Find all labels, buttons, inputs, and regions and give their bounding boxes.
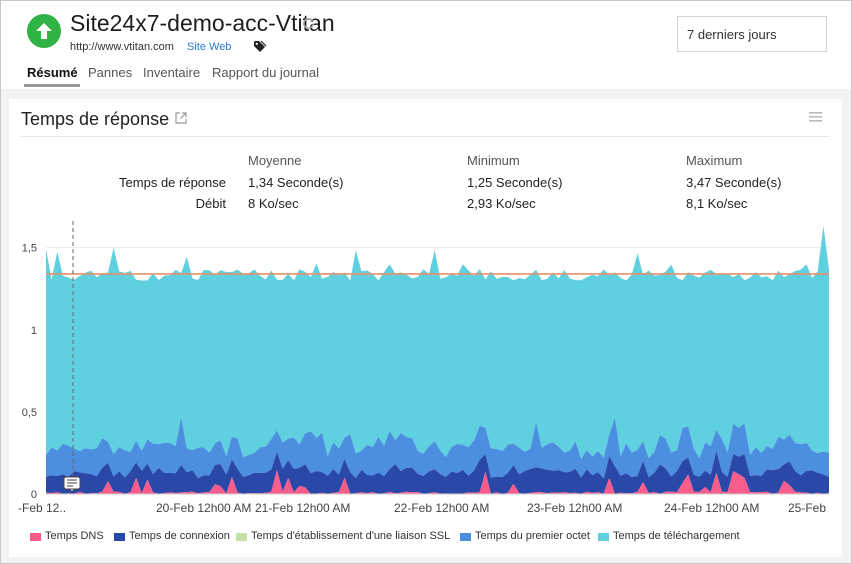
legend-label: Temps de connexion [129, 530, 230, 542]
stat-header: Maximum [686, 153, 743, 168]
refresh-icon[interactable] [301, 16, 316, 31]
legend-label: Temps de téléchargement [613, 530, 740, 542]
monitor-type-link[interactable]: Site Web [187, 41, 232, 53]
stat-header: Minimum [467, 153, 520, 168]
tag-icon[interactable] [253, 39, 267, 53]
status-up-icon [27, 14, 61, 48]
x-tick-label: 20-Feb 12h00 AM [156, 501, 251, 515]
y-tick-label: 0,5 [22, 407, 37, 419]
stats-table: Moyenne Minimum Maximum Temps de réponse 1,3… [9, 99, 842, 219]
x-tick-label: 21-Feb 12h00 AM [255, 501, 350, 515]
tab-1[interactable]: Pannes [88, 65, 133, 80]
legend-label: Temps d'établissement d'une liaison SSL [251, 530, 451, 542]
series-area-download [46, 226, 829, 460]
stat-value: 3,47 Seconde(s) [686, 175, 782, 190]
stat-row-label: Débit [195, 196, 226, 211]
stat-value: 8,1 Ko/sec [686, 196, 748, 211]
x-tick-label: 25-Feb [788, 501, 826, 515]
series-area-first-byte [46, 417, 829, 479]
x-tick-label: 22-Feb 12h00 AM [394, 501, 489, 515]
stat-value: 2,93 Ko/sec [467, 196, 536, 211]
stat-value: 1,25 Seconde(s) [467, 175, 563, 190]
period-select[interactable]: 7 derniers jours [677, 16, 827, 52]
tab-3[interactable]: Rapport du journal [212, 65, 319, 80]
x-tick-label: 24-Feb 12h00 AM [664, 501, 759, 515]
panel-title: Temps de réponse [21, 109, 170, 129]
response-time-panel: Temps de réponse Moyenne Minimum Maximum Te… [9, 99, 842, 557]
stat-value: 1,34 Seconde(s) [248, 175, 344, 190]
active-tab-indicator [24, 84, 80, 87]
monitor-header: Site24x7-demo-acc-Vtitan http://www.vtit… [1, 1, 851, 89]
y-tick-label: 1,5 [22, 243, 37, 255]
x-tick-label: -Feb 12.. [18, 501, 66, 515]
response-time-chart: 0 0,5 1 1,5 -Feb 12.. 20-Feb 12h00 AM 21-Feb 1… [18, 221, 829, 515]
x-tick-label: 23-Feb 12h00 AM [527, 501, 622, 515]
y-tick-label: 0 [31, 489, 37, 501]
monitor-url[interactable]: http://www.vtitan.com [70, 41, 174, 53]
legend-label: Temps du premier octet [475, 530, 590, 542]
legend-swatch [236, 533, 247, 541]
legend-swatch [460, 533, 471, 541]
panel-divider [21, 136, 829, 137]
tab-2[interactable]: Inventaire [143, 65, 201, 80]
legend-swatch [598, 533, 609, 541]
series-area-connection [46, 450, 829, 494]
y-tick-label: 1 [31, 325, 37, 337]
external-link-icon[interactable] [175, 112, 187, 124]
legend-label: Temps DNS [45, 530, 104, 542]
legend-swatch [30, 533, 41, 541]
legend-swatch [114, 533, 125, 541]
monitor-title: Site24x7-demo-acc-Vtitan [70, 10, 335, 36]
tab-0[interactable]: Résumé [27, 65, 78, 80]
stat-row-label: Temps de réponse [119, 175, 226, 190]
annotation-icon[interactable] [63, 476, 81, 493]
stat-header: Moyenne [248, 153, 302, 168]
stat-value: 8 Ko/sec [248, 196, 299, 211]
panel-menu-icon[interactable] [809, 111, 822, 123]
